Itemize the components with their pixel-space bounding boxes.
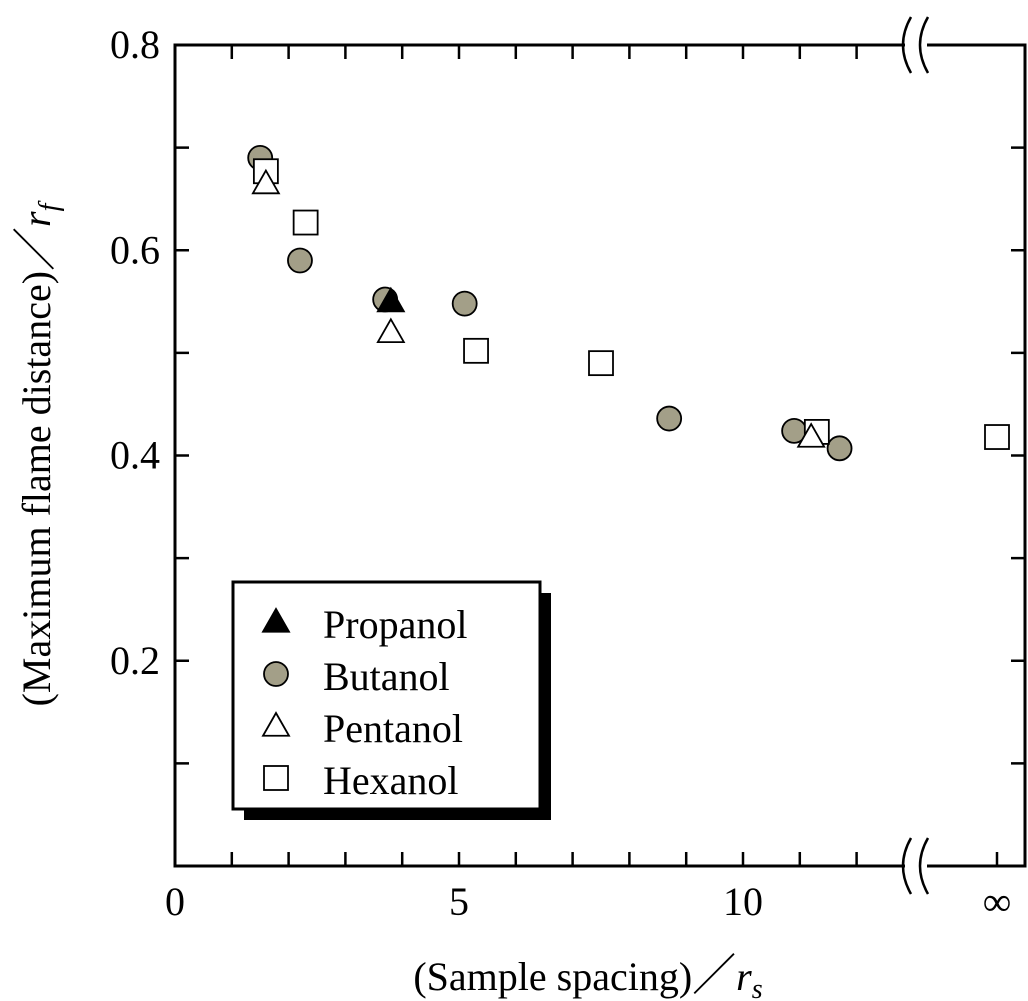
axis-break-curve (901, 16, 913, 74)
legend: Propanol Butanol Pentanol Hexanol (231, 580, 551, 820)
legend-label: Propanol (323, 602, 467, 647)
y-axis-title: (Maximum flame distance)／rf (11, 200, 65, 706)
series-hexanol (252, 158, 1010, 450)
data-point-butanol (451, 290, 478, 317)
x-tick-label-infinity: ∞ (983, 879, 1012, 924)
legend-marker (261, 711, 291, 737)
axis-break-curve (901, 837, 913, 895)
data-point-hexanol (463, 337, 489, 364)
y-tick-label: 0.6 (110, 227, 160, 272)
legend-marker (263, 661, 289, 687)
data-point-pentanol (251, 168, 281, 195)
data-point-butanol (287, 247, 313, 274)
legend-marker (263, 765, 289, 791)
series-butanol (247, 144, 853, 462)
axis-break-bottom (901, 837, 930, 895)
y-tick-label: 0.2 (110, 638, 160, 683)
legend-label: Butanol (323, 654, 450, 699)
legend-item-pentanol: Pentanol (261, 706, 463, 751)
data-point-pentanol (376, 317, 406, 343)
legend-item-propanol: Propanol (261, 602, 467, 647)
data-point-pentanol (796, 422, 826, 448)
x-axis-title: (Sample spacing)／rs (413, 951, 762, 1001)
axis-break-gap (905, 39, 927, 51)
axis-break-marks (901, 16, 930, 895)
data-point-propanol (376, 286, 406, 313)
legend-marker (261, 607, 291, 633)
axis-break-curve (918, 16, 930, 74)
tick-marks (175, 45, 1025, 866)
y-tick-label: 0.8 (110, 22, 160, 67)
data-point-hexanol (292, 209, 319, 236)
axis-break-gap (905, 860, 927, 872)
legend-label: Pentanol (323, 706, 463, 751)
axis-break-curve (918, 837, 930, 895)
data-point-butanol (826, 435, 853, 462)
series-pentanol (251, 168, 826, 448)
legend-label: Hexanol (323, 758, 459, 803)
data-point-hexanol (984, 424, 1010, 450)
data-points (247, 144, 1010, 462)
data-point-hexanol (588, 350, 614, 377)
y-tick-label: 0.4 (110, 433, 160, 478)
series-propanol (376, 286, 406, 313)
tick-labels: 0 5 10 ∞ 0.2 0.4 0.6 0.8 (110, 22, 1011, 924)
data-point-butanol (656, 405, 683, 432)
x-tick-label: 0 (165, 879, 185, 924)
x-tick-label: 10 (723, 879, 763, 924)
legend-item-butanol: Butanol (263, 654, 450, 699)
axis-break-top (901, 16, 930, 74)
legend-item-hexanol: Hexanol (263, 758, 459, 803)
x-tick-label: 5 (449, 879, 469, 924)
